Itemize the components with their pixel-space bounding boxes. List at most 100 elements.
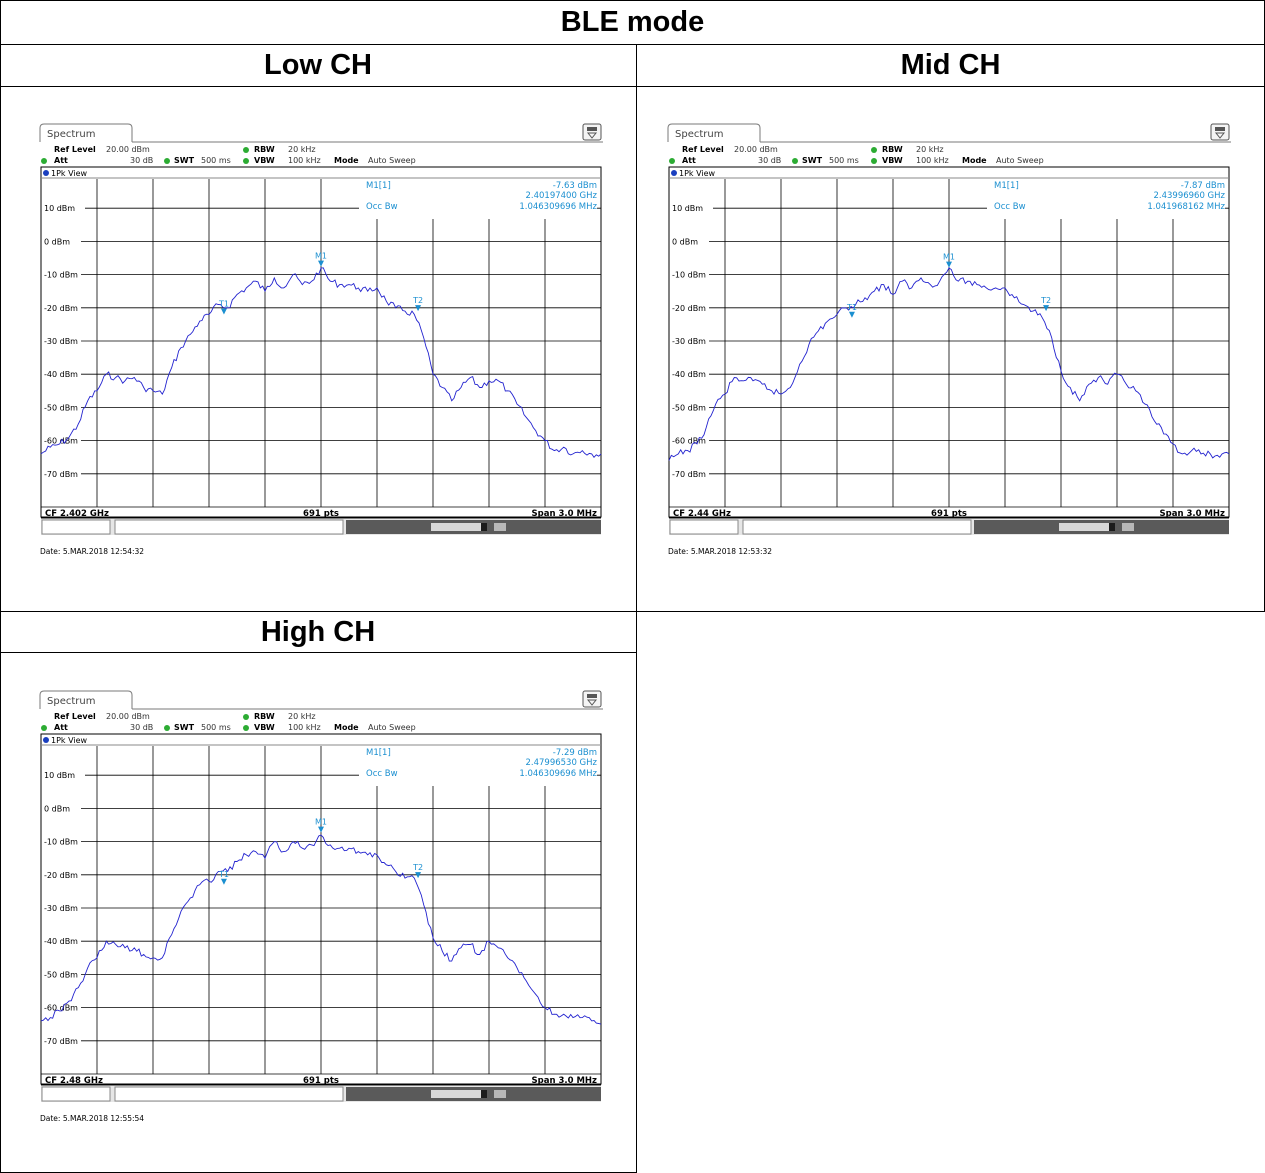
view-label: 1Pk View xyxy=(679,169,716,178)
marker-name-label: T1 xyxy=(218,870,229,879)
center-frequency: CF 2.402 GHz xyxy=(45,509,109,519)
mode-label: Mode xyxy=(334,156,359,165)
center-frequency: CF 2.44 GHz xyxy=(673,509,731,519)
y-tick-label: 0 dBm xyxy=(44,804,70,813)
cell-label-low: Low CH xyxy=(264,49,372,81)
y-tick-label: -50 dBm xyxy=(672,403,706,412)
y-tick-label: 0 dBm xyxy=(44,237,70,246)
marker-triangle xyxy=(318,826,324,833)
marker-readout-bg xyxy=(359,180,597,218)
ref-level-value: 20.00 dBm xyxy=(106,712,150,721)
table-row-line-3 xyxy=(0,611,1265,612)
marker-level: -7.29 dBm xyxy=(553,748,597,758)
spectrum-tab xyxy=(39,123,133,142)
y-tick-label: -20 dBm xyxy=(672,304,706,313)
status-progress-bar xyxy=(431,1090,481,1098)
spectrum-tab-label: Spectrum xyxy=(47,129,95,140)
vbw-value: 100 kHz xyxy=(916,156,949,165)
marker-triangle xyxy=(415,872,422,879)
y-tick-label: -10 dBm xyxy=(44,271,78,280)
status-progress-end xyxy=(481,523,487,531)
frequency-span: Span 3.0 MHz xyxy=(532,509,598,519)
display-config-icon-arrow xyxy=(586,699,598,706)
swt-label: SWT xyxy=(174,723,195,732)
status-progress-bar xyxy=(1059,523,1109,531)
y-tick-label: -40 dBm xyxy=(672,370,706,379)
y-tick-label: 10 dBm xyxy=(44,204,75,213)
att-value: 30 dB xyxy=(130,156,153,165)
y-tick-label: -70 dBm xyxy=(44,470,78,479)
rbw-status-dot xyxy=(871,147,877,153)
marker-triangle xyxy=(946,261,952,268)
spectrum-panel-low: Spectrum Ref Level 20.00 dBm Att 30 dB SWT 500… xyxy=(38,120,604,572)
marker-name-label: T1 xyxy=(218,299,229,308)
y-tick-label: -70 dBm xyxy=(672,470,706,479)
marker-triangle xyxy=(1043,305,1050,312)
att-label: Att xyxy=(682,156,696,165)
spectrum-tab-label: Spectrum xyxy=(47,696,95,707)
y-tick-label: -40 dBm xyxy=(44,370,78,379)
swt-value: 500 ms xyxy=(201,723,231,732)
display-config-icon-bar xyxy=(1215,127,1225,131)
ref-level-label: Ref Level xyxy=(682,145,724,154)
spectrum-panel-high: Spectrum Ref Level 20.00 dBm Att 30 dB SWT 500… xyxy=(38,687,604,1139)
occ-bw-value: 1.046309696 MHz xyxy=(519,769,597,779)
rbw-status-dot xyxy=(243,714,249,720)
status-indicator xyxy=(494,1090,506,1098)
spectrum-trace xyxy=(668,267,1230,461)
y-tick-label: -40 dBm xyxy=(44,937,78,946)
view-trace-dot xyxy=(43,170,49,176)
occ-bw-value: 1.041968162 MHz xyxy=(1147,202,1225,212)
marker-name-label: M1 xyxy=(943,253,955,262)
marker-readout-bg xyxy=(987,180,1225,218)
frequency-span: Span 3.0 MHz xyxy=(1160,509,1226,519)
spectrum-analyzer-2: Spectrum Ref Level 20.00 dBm Att 30 dB SWT 500… xyxy=(39,690,603,1123)
table-row-line-2 xyxy=(0,86,1265,87)
status-field-2 xyxy=(114,1086,344,1102)
display-config-icon-bar xyxy=(587,694,597,698)
ref-level-label: Ref Level xyxy=(54,712,96,721)
table-col-line xyxy=(636,44,637,1173)
marker-level: -7.87 dBm xyxy=(1181,181,1225,191)
capture-date: Date: 5.MAR.2018 12:54:32 xyxy=(40,547,144,556)
rbw-value: 20 kHz xyxy=(916,145,944,154)
frequency-span: Span 3.0 MHz xyxy=(532,1076,598,1086)
center-frequency: CF 2.48 GHz xyxy=(45,1076,103,1086)
capture-date: Date: 5.MAR.2018 12:53:32 xyxy=(668,547,772,556)
occ-bw-value: 1.046309696 MHz xyxy=(519,202,597,212)
cell-label-high: High CH xyxy=(260,616,376,648)
marker-frequency: 2.40197400 GHz xyxy=(525,191,597,201)
marker-name-label: T2 xyxy=(412,296,423,305)
y-tick-label: -50 dBm xyxy=(44,970,78,979)
sweep-points: 691 pts xyxy=(303,1076,339,1086)
occ-bw-label: Occ Bw xyxy=(994,202,1026,212)
y-tick-label: -10 dBm xyxy=(44,838,78,847)
display-config-icon-arrow xyxy=(586,132,598,139)
marker-name-label: M1 xyxy=(315,252,327,261)
status-indicator xyxy=(1122,523,1134,531)
att-status-dot xyxy=(41,725,47,731)
marker-frequency: 2.43996960 GHz xyxy=(1153,191,1225,201)
rbw-label: RBW xyxy=(882,145,903,154)
sweep-points: 691 pts xyxy=(931,509,967,519)
att-value: 30 dB xyxy=(758,156,781,165)
spectrum-tab xyxy=(39,690,133,709)
status-field-2 xyxy=(114,519,344,535)
view-bar xyxy=(42,735,600,745)
vbw-value: 100 kHz xyxy=(288,723,321,732)
vbw-label: VBW xyxy=(882,156,903,165)
view-label: 1Pk View xyxy=(51,736,88,745)
vbw-status-dot xyxy=(243,725,249,731)
y-tick-label: -30 dBm xyxy=(44,337,78,346)
att-label: Att xyxy=(54,156,68,165)
marker-triangle xyxy=(318,260,324,267)
mode-value: Auto Sweep xyxy=(996,156,1044,165)
rbw-value: 20 kHz xyxy=(288,145,316,154)
vbw-label: VBW xyxy=(254,723,275,732)
spectrum-trace xyxy=(40,834,602,1025)
y-tick-label: 10 dBm xyxy=(672,204,703,213)
view-trace-dot xyxy=(671,170,677,176)
vbw-status-dot xyxy=(243,158,249,164)
view-bar xyxy=(42,168,600,178)
